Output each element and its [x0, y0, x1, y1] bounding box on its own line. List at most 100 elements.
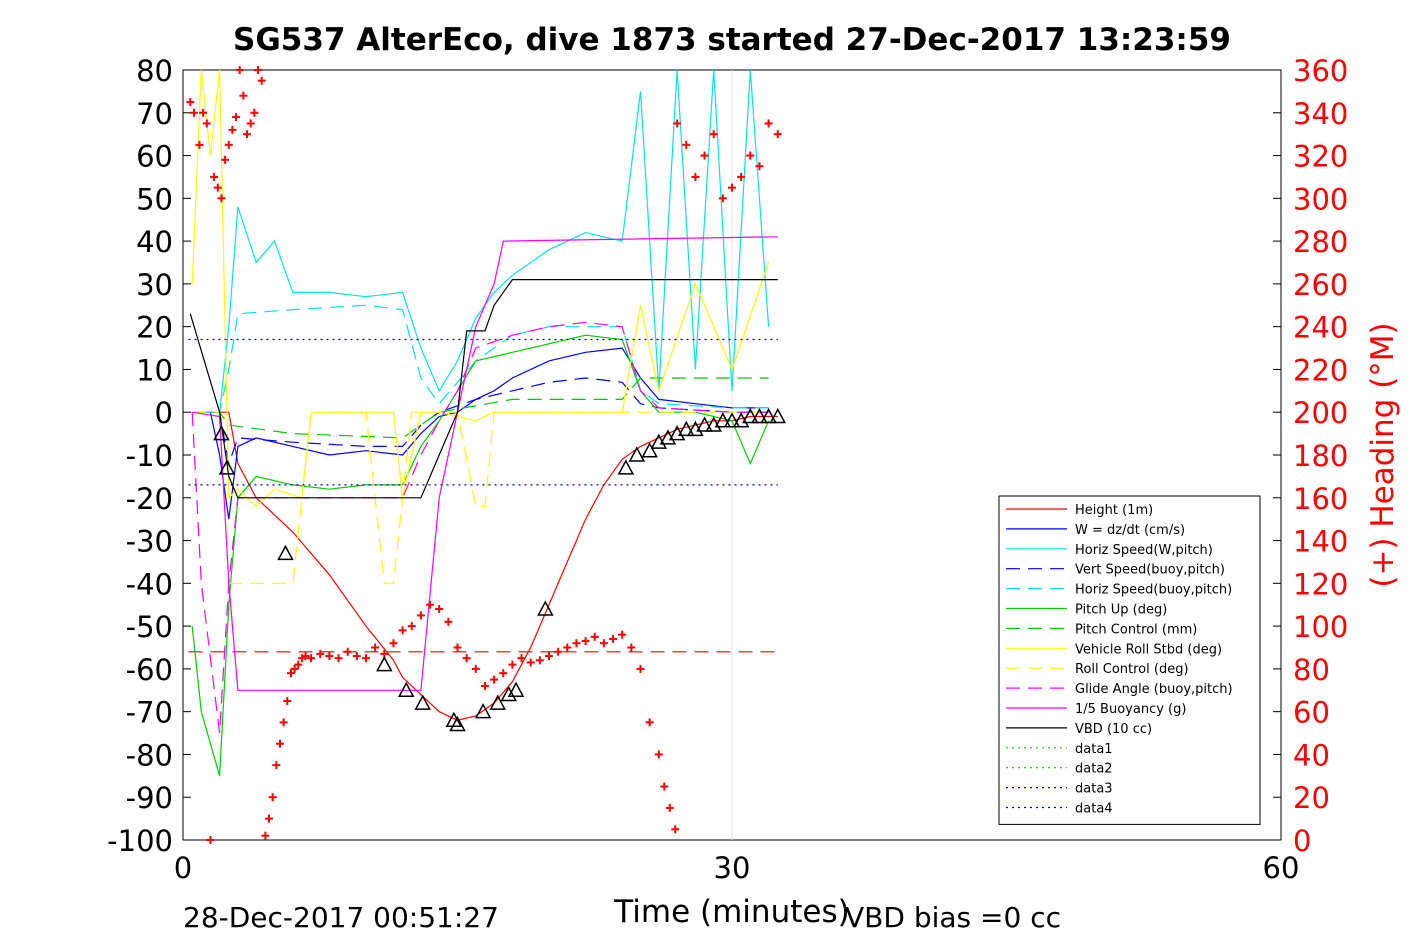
dive-marker-triangle	[376, 656, 393, 672]
heading-point	[764, 119, 773, 128]
heading-point	[618, 630, 627, 639]
legend-label: VBD (10 cc)	[1075, 722, 1152, 737]
legend-entry: Horiz Speed(buoy,pitch)	[1006, 583, 1232, 598]
legend-label: Height (1m)	[1075, 503, 1153, 518]
markers-layer	[186, 66, 787, 844]
dive-marker-triangle	[445, 711, 463, 727]
dive-marker-triangle	[696, 416, 713, 432]
legend-entry: data1	[1006, 742, 1113, 757]
dive-marker-triangle	[628, 446, 646, 462]
dive-marker-triangle	[398, 681, 415, 698]
left-tick-label: 40	[136, 225, 173, 259]
right-tick-label: 240	[1293, 311, 1348, 345]
left-tick-label: -90	[126, 781, 173, 815]
heading-point	[243, 130, 252, 139]
legend-label: data1	[1075, 742, 1113, 757]
heading-point	[590, 632, 599, 641]
heading-point	[435, 605, 444, 613]
series-layer	[188, 69, 778, 776]
left-tick-label: 20	[136, 311, 173, 345]
legend-entry: data3	[1006, 782, 1113, 797]
dive-marker-triangle	[474, 703, 492, 719]
legend-entry: Glide Angle (buoy,pitch)	[1006, 682, 1233, 697]
series-line-glide-angle-buoy-pitch-	[191, 321, 769, 734]
legend-label: Glide Angle (buoy,pitch)	[1075, 682, 1233, 697]
heading-point	[316, 649, 325, 658]
legend-label: Horiz Speed(buoy,pitch)	[1075, 583, 1232, 598]
heading-point	[301, 652, 310, 661]
legend-entry: Pitch Control (mm)	[1006, 622, 1197, 637]
left-tick-label: 60	[136, 140, 173, 174]
left-axis-ticks: 80 70 60 50 40 30 20 10 0 -10 -20 -30 -40 -50 -60 -70 -8…	[107, 54, 191, 858]
dive-marker-triangle	[507, 681, 525, 698]
dive-marker-triangle	[742, 407, 759, 424]
heading-point	[206, 836, 215, 844]
legend-box	[998, 495, 1261, 825]
legend-label: Vert Speed(buoy,pitch)	[1075, 563, 1225, 578]
right-tick-label: 100	[1293, 610, 1348, 644]
heading-point	[195, 140, 204, 149]
dive-marker-triangle	[414, 694, 431, 710]
left-tick-label: 50	[136, 182, 173, 216]
right-tick-label: 200	[1293, 396, 1348, 430]
right-tick-label: 80	[1293, 653, 1330, 687]
heading-point	[389, 639, 398, 648]
heading-point	[627, 643, 636, 652]
right-tick-label: 320	[1293, 140, 1348, 174]
heading-point	[737, 172, 746, 181]
left-tick-label: -40	[126, 567, 173, 601]
heading-point	[334, 654, 343, 663]
right-tick-label: 340	[1293, 97, 1348, 131]
legend-entry: Vehicle Roll Stbd (deg)	[1006, 642, 1222, 657]
heading-point	[691, 172, 700, 181]
heading-point	[407, 622, 416, 631]
legend-label: Vehicle Roll Stbd (deg)	[1075, 642, 1222, 657]
series-line-1-5-buoyancy-g-	[192, 236, 778, 691]
dive-marker-triangle	[213, 425, 230, 441]
heading-point	[362, 654, 370, 663]
heading-point	[682, 140, 691, 149]
heading-point	[246, 119, 255, 128]
legend-entry: VBD (10 cc)	[1006, 722, 1152, 737]
legend-label: Horiz Speed(W,pitch)	[1075, 543, 1213, 558]
heading-point	[563, 643, 572, 652]
dive-marker-triangle	[641, 442, 658, 458]
heading-point	[526, 658, 535, 667]
heading-point	[453, 643, 462, 652]
heading-point	[773, 130, 782, 139]
heading-point	[755, 162, 764, 171]
right-tick-label: 60	[1293, 696, 1330, 730]
right-tick-label: 300	[1293, 182, 1348, 216]
x-tick-label: 30	[714, 851, 751, 885]
heading-point	[645, 718, 654, 727]
heading-point	[660, 782, 669, 791]
heading-point	[654, 750, 663, 759]
heading-point	[283, 696, 292, 705]
dive-marker-triangle	[489, 694, 507, 710]
right-tick-label: 180	[1293, 439, 1348, 473]
heading-point	[221, 155, 230, 164]
heading-point	[235, 66, 244, 74]
heading-point	[239, 91, 248, 100]
heading-point	[352, 652, 361, 661]
legend-entry: data4	[1006, 802, 1113, 817]
series-line-w-dz-dt-cm-s-	[192, 347, 769, 520]
heading-point	[290, 664, 299, 673]
left-tick-label: -50	[126, 610, 173, 644]
footer-timestamp: 28-Dec-2017 00:51:27	[183, 901, 499, 934]
dive-marker-triangle	[769, 407, 787, 424]
heading-point	[416, 611, 425, 620]
x-tick-label: 0	[174, 851, 192, 885]
left-tick-label: -100	[107, 824, 173, 858]
heading-point	[746, 151, 755, 160]
legend-entry: W = dz/dt (cm/s)	[1006, 523, 1185, 538]
legend-label: W = dz/dt (cm/s)	[1075, 523, 1185, 538]
series-line-vbd-10-cc-	[189, 279, 778, 499]
heading-point	[228, 125, 237, 134]
left-tick-label: 70	[136, 97, 173, 131]
right-tick-label: 360	[1293, 54, 1348, 88]
heading-point	[426, 600, 435, 609]
legend-label: Pitch Control (mm)	[1075, 622, 1197, 637]
dive-marker-triangle	[218, 459, 236, 475]
